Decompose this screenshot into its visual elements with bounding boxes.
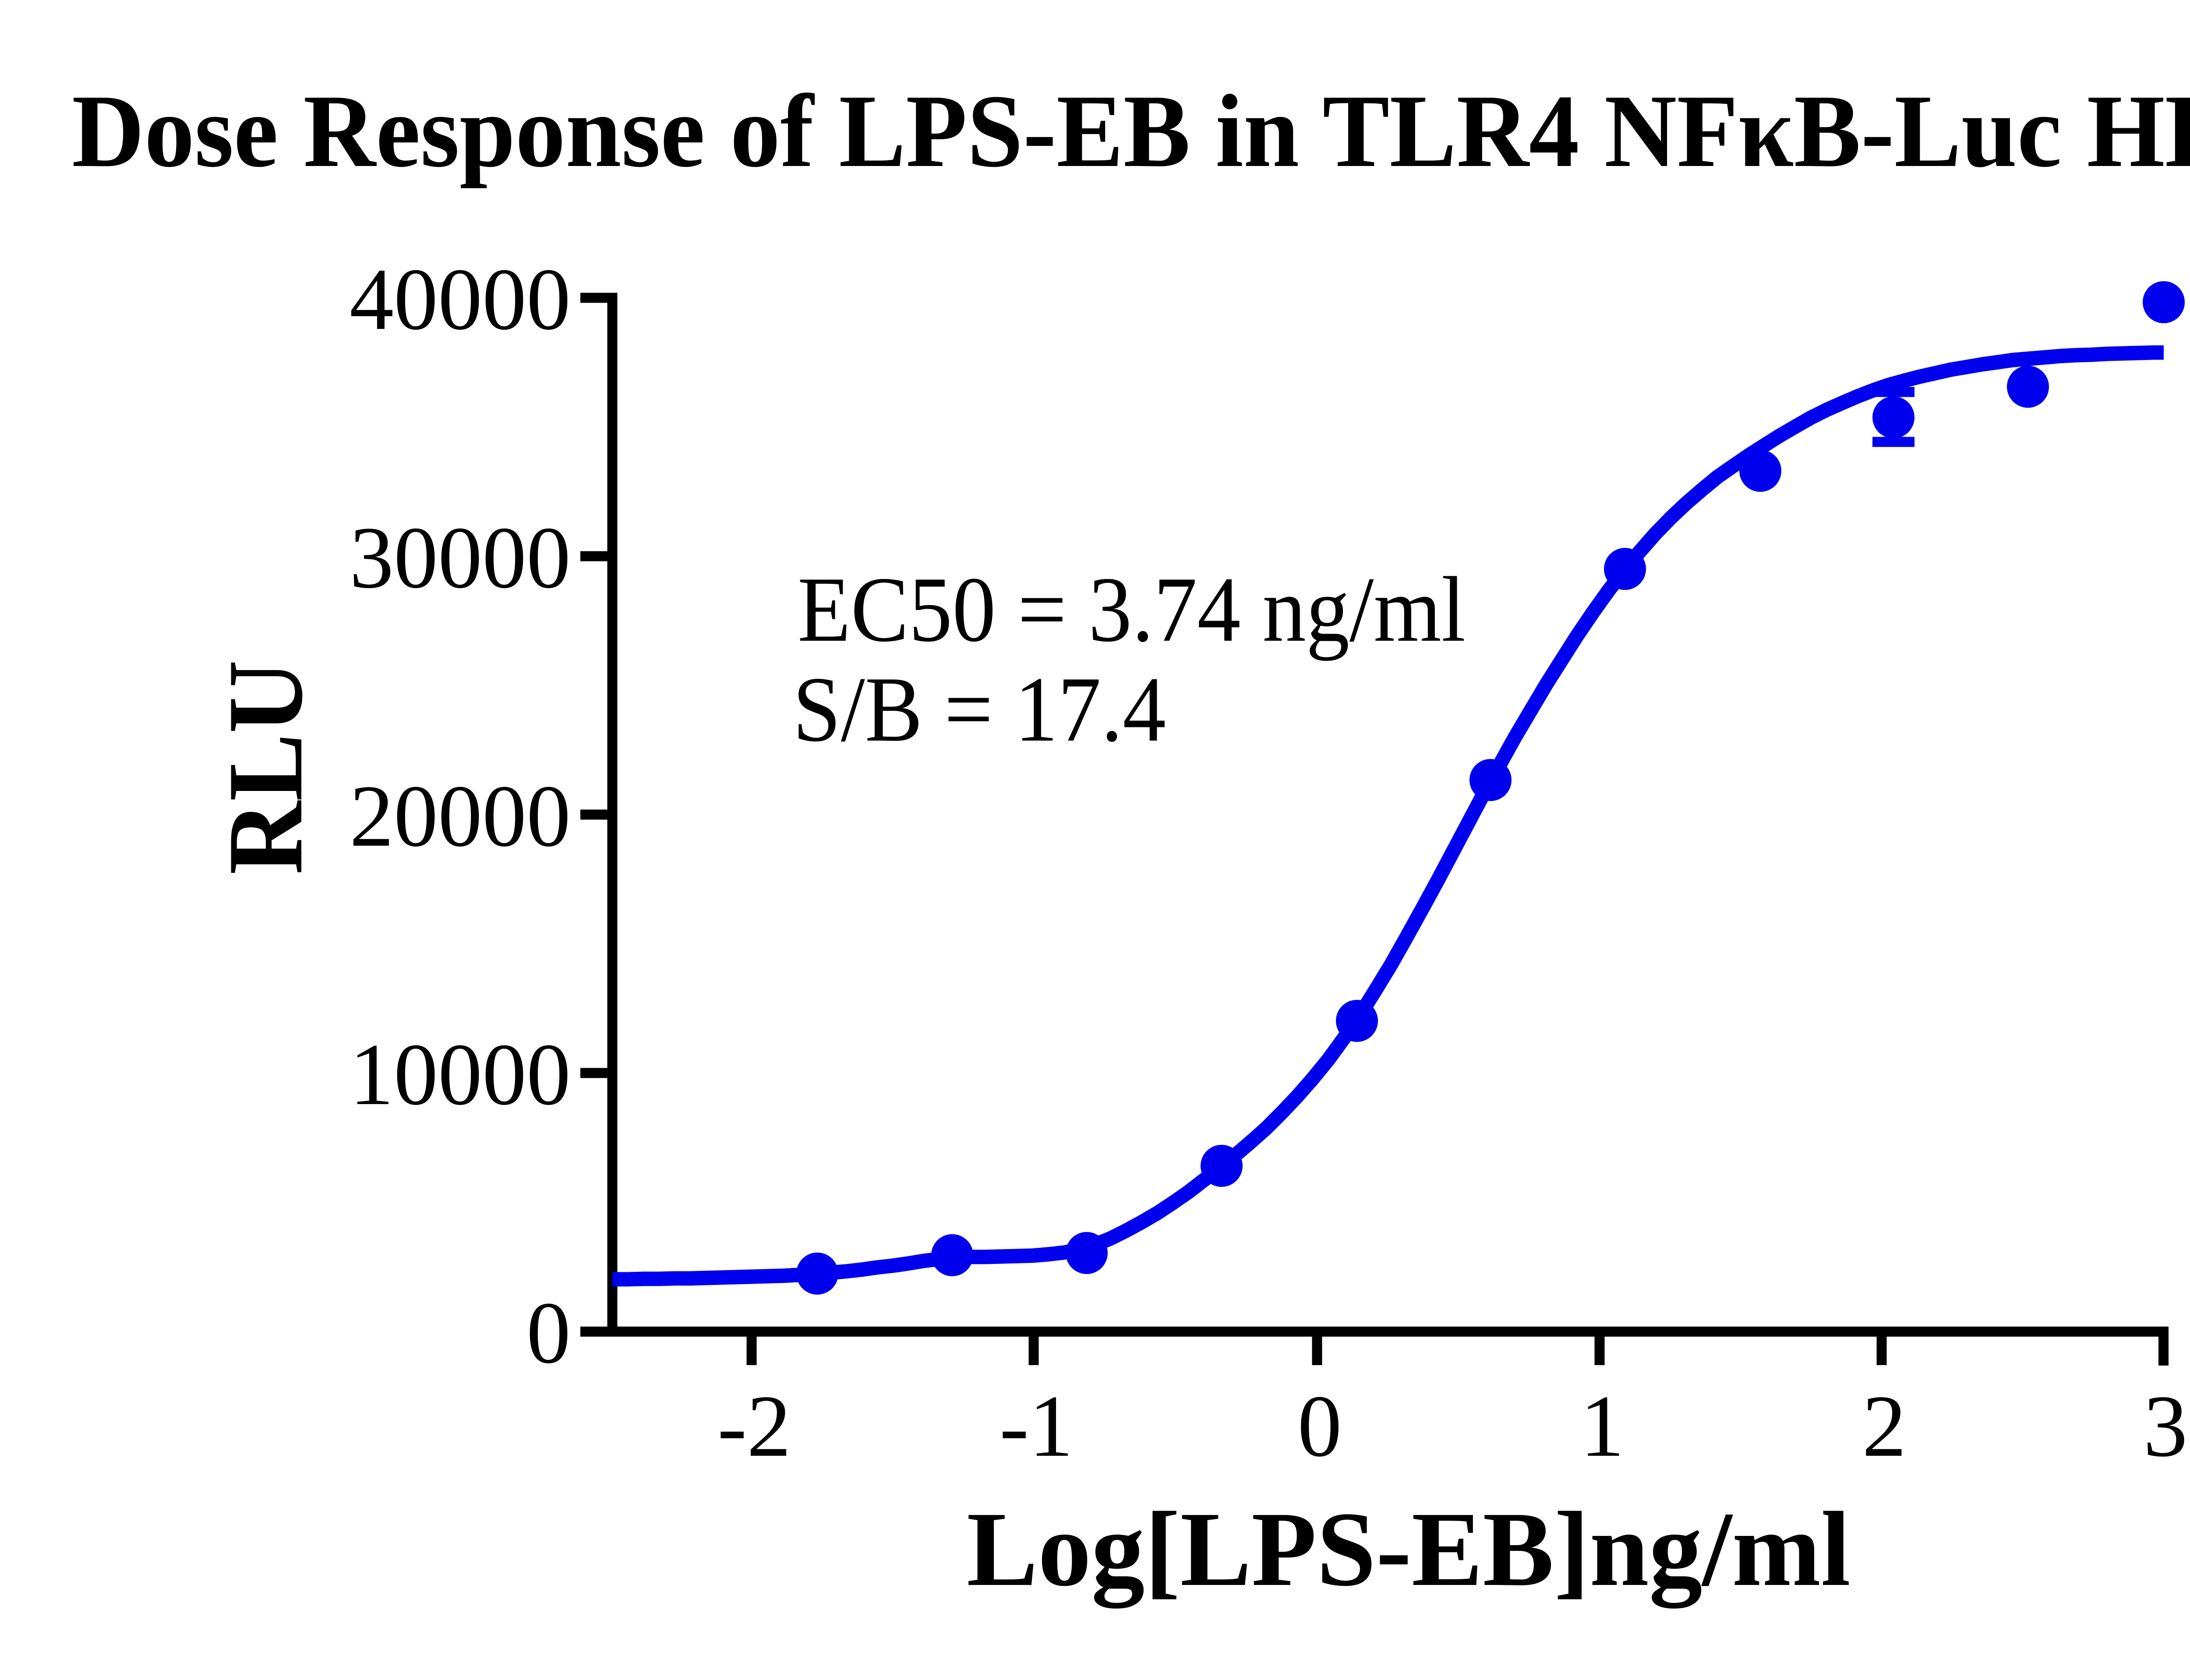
svg-text:-1: -1 [1000,1377,1073,1475]
svg-text:40000: 40000 [350,250,571,348]
svg-text:Dose Response of LPS-EB in TLR: Dose Response of LPS-EB in TLR4 NFκB-Luc… [72,74,2190,189]
svg-text:20000: 20000 [350,767,571,865]
svg-text:3: 3 [2144,1377,2188,1475]
svg-text:0: 0 [1298,1377,1342,1475]
svg-text:RLU: RLU [206,660,325,875]
svg-text:10000: 10000 [350,1025,571,1123]
svg-text:30000: 30000 [350,508,571,607]
svg-text:EC50 = 3.74 ng/ml: EC50 = 3.74 ng/ml [798,558,1466,661]
svg-text:S/B = 17.4: S/B = 17.4 [793,658,1166,761]
svg-text:-2: -2 [717,1377,791,1475]
svg-text:Log[LPS-EB]ng/ml: Log[LPS-EB]ng/ml [967,1490,1851,1609]
svg-text:2: 2 [1862,1377,1907,1475]
svg-text:1: 1 [1580,1377,1625,1475]
svg-text:0: 0 [526,1284,571,1382]
